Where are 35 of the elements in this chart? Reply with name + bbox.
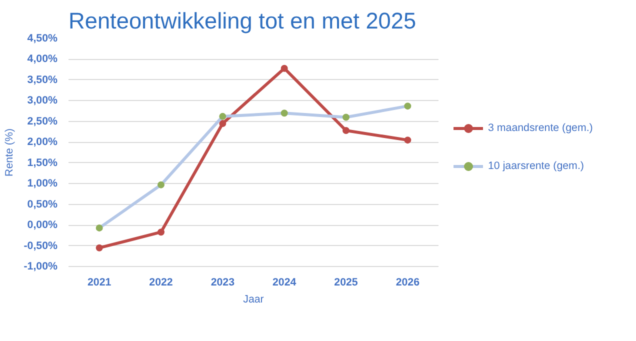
y-tick-label: 0,00% — [27, 219, 58, 232]
y-tick-label: 4,00% — [27, 53, 58, 66]
point — [404, 136, 412, 144]
x-axis-title: Jaar — [243, 294, 264, 306]
x-tick-label: 2025 — [334, 276, 358, 288]
x-tick-label: 2024 — [272, 276, 296, 288]
y-tick-label: 1,50% — [27, 156, 58, 169]
point — [342, 127, 350, 134]
point — [280, 110, 288, 117]
point — [158, 228, 164, 236]
point — [158, 181, 164, 188]
x-tick-label: 2022 — [149, 276, 173, 288]
x-tick-label: 2021 — [87, 276, 112, 288]
legend-label: 3 maandsrente (gem.) — [488, 122, 593, 134]
x-tick-label: 2026 — [396, 276, 420, 288]
y-tick-label: -0,50% — [24, 240, 58, 252]
point — [96, 224, 103, 232]
legend-label: 10 jaarsrente (gem.) — [488, 160, 584, 172]
x-tick-label: 2023 — [210, 276, 235, 288]
point — [219, 120, 226, 127]
y-tick-label: 2,50% — [27, 115, 58, 128]
point — [280, 64, 288, 72]
y-tick-label: 1,00% — [27, 178, 58, 190]
point — [219, 112, 226, 120]
y-tick-label: 3,50% — [27, 74, 58, 86]
point — [404, 102, 412, 110]
point — [96, 244, 103, 252]
y-tick-label: 0,50% — [27, 198, 58, 210]
y-axis-title: Rente (%) — [4, 128, 16, 176]
point — [342, 114, 350, 121]
chart-title: Renteontwikkeling tot en met 2025 — [68, 8, 416, 34]
y-tick-label: 3,00% — [27, 94, 58, 107]
y-tick-label: 4,50% — [27, 32, 58, 44]
y-tick-label: -1,00% — [24, 260, 58, 272]
y-tick-label: 2,00% — [27, 136, 58, 148]
